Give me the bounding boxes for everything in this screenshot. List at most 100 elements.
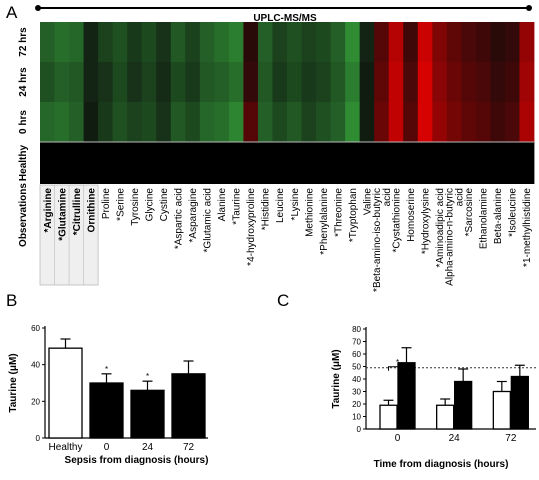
bar [130, 389, 165, 439]
bar [89, 382, 124, 439]
heatmap-cell [127, 102, 143, 142]
heatmap-column-label: *Threonine [333, 188, 344, 237]
heatmap-column-label: Homoserine [406, 188, 417, 242]
heatmap-cell [141, 102, 157, 142]
heatmap-cell [69, 102, 84, 142]
x-tick-label: 0 [104, 442, 110, 453]
y-axis-label: Taurine (μM) [8, 353, 19, 412]
heatmap-cell [127, 22, 143, 62]
heatmap-cell [54, 142, 70, 184]
heatmap-column-label: *Aminoadipic acid [435, 188, 446, 268]
significance-bracket [388, 366, 407, 371]
significance-marker: * [396, 358, 399, 367]
bar [48, 347, 83, 439]
y-tick-label: 10 [352, 413, 361, 422]
heatmap-cell [316, 22, 331, 62]
significance-marker: * [146, 372, 149, 381]
heatmap-column-label: acid [382, 188, 393, 206]
x-tick-label: Healthy [49, 442, 83, 453]
heatmap-column-label: Beta-alanine [493, 188, 504, 245]
y-tick-label: 70 [352, 338, 361, 347]
x-tick-label: 72 [505, 433, 517, 444]
heatmap-row-axis-label: Observations [18, 183, 29, 247]
heatmap-cell [40, 142, 55, 184]
heatmap-cell [214, 142, 230, 184]
heatmap-cell [156, 102, 172, 142]
heatmap-cell [345, 62, 361, 102]
heatmap-column-label: acid [455, 188, 466, 206]
heatmap-cell [345, 142, 361, 184]
heatmap-cell [316, 102, 331, 142]
heatmap-cell [228, 142, 244, 184]
bar-chart-c: 0 10 20 30 40 50 60 70 80 0 * 24 72 Taurine (μM) Time … [331, 325, 536, 470]
heatmap-cell [257, 142, 273, 184]
heatmap-cell [446, 22, 462, 62]
heatmap-cell [272, 142, 288, 184]
heatmap-cell [359, 22, 375, 62]
heatmap-cell [417, 62, 433, 102]
bar-chart-b: 0 20 40 60 Healthy * 0 * 24 72 Taurine (μM) Sepsis … [8, 324, 208, 466]
heatmap-cell [185, 62, 201, 102]
heatmap-cell [112, 62, 128, 102]
heatmap-cell [432, 142, 448, 184]
heatmap [40, 22, 535, 184]
heatmap-column-label: *Sarcosine [464, 188, 475, 237]
bar [492, 390, 511, 430]
heatmap-column-label: Leucine [275, 188, 286, 223]
heatmap-column-label: *Beta-amino-iso-butyric [372, 188, 383, 292]
x-tick-label: 0 [395, 433, 401, 444]
heatmap-cell [475, 62, 491, 102]
heatmap-cell [69, 142, 84, 184]
y-tick-label: 50 [352, 363, 361, 372]
heatmap-cell [446, 62, 462, 102]
y-tick-label: 0 [36, 434, 41, 443]
heatmap-row-label: Healthy [18, 145, 29, 182]
bar [379, 404, 398, 430]
heatmap-title: UPLC-MS/MS [253, 13, 317, 24]
heatmap-cell [388, 142, 404, 184]
heatmap-cell [461, 142, 477, 184]
heatmap-cell [112, 102, 128, 142]
heatmap-cell [54, 102, 70, 142]
heatmap-column-label: *Tryptophan [348, 188, 359, 242]
heatmap-cell [127, 62, 143, 102]
heatmap-cell [461, 102, 477, 142]
x-axis-label: Time from diagnosis (hours) [374, 459, 509, 470]
heatmap-cell [301, 62, 317, 102]
heatmap-cell [98, 22, 114, 62]
heatmap-cell [374, 142, 390, 184]
heatmap-column-label: *Taurine [232, 188, 243, 225]
heatmap-cell [170, 62, 186, 102]
heatmap-cell [243, 22, 259, 62]
heatmap-cell [475, 22, 491, 62]
heatmap-cell [432, 102, 448, 142]
y-tick-label: 60 [352, 350, 361, 359]
y-tick-label: 20 [352, 400, 361, 409]
heatmap-column-label: Methionine [304, 188, 315, 237]
heatmap-cell [388, 22, 404, 62]
panel-label-a: A [6, 3, 18, 22]
heatmap-cell [243, 62, 259, 102]
heatmap-cell [432, 22, 448, 62]
heatmap-cell [490, 142, 506, 184]
y-tick-label: 60 [31, 324, 40, 333]
heatmap-cell [374, 22, 390, 62]
heatmap-cell [243, 102, 259, 142]
heatmap-column-label: *Asparagine [188, 188, 199, 243]
heatmap-cell [127, 142, 143, 184]
heatmap-cell [185, 22, 201, 62]
heatmap-column-label: Alanine [217, 188, 228, 222]
heatmap-cell [417, 142, 433, 184]
heatmap-cell [374, 102, 390, 142]
heatmap-cell [504, 142, 520, 184]
heatmap-cell [199, 142, 215, 184]
significance-marker: * [105, 365, 108, 374]
heatmap-cell [330, 62, 346, 102]
heatmap-cell [83, 22, 99, 62]
heatmap-cell [40, 22, 55, 62]
heatmap-cell [214, 22, 230, 62]
heatmap-column-label: Glycine [144, 188, 155, 222]
heatmap-column-label: Proline [101, 188, 112, 220]
heatmap-cell [69, 22, 84, 62]
